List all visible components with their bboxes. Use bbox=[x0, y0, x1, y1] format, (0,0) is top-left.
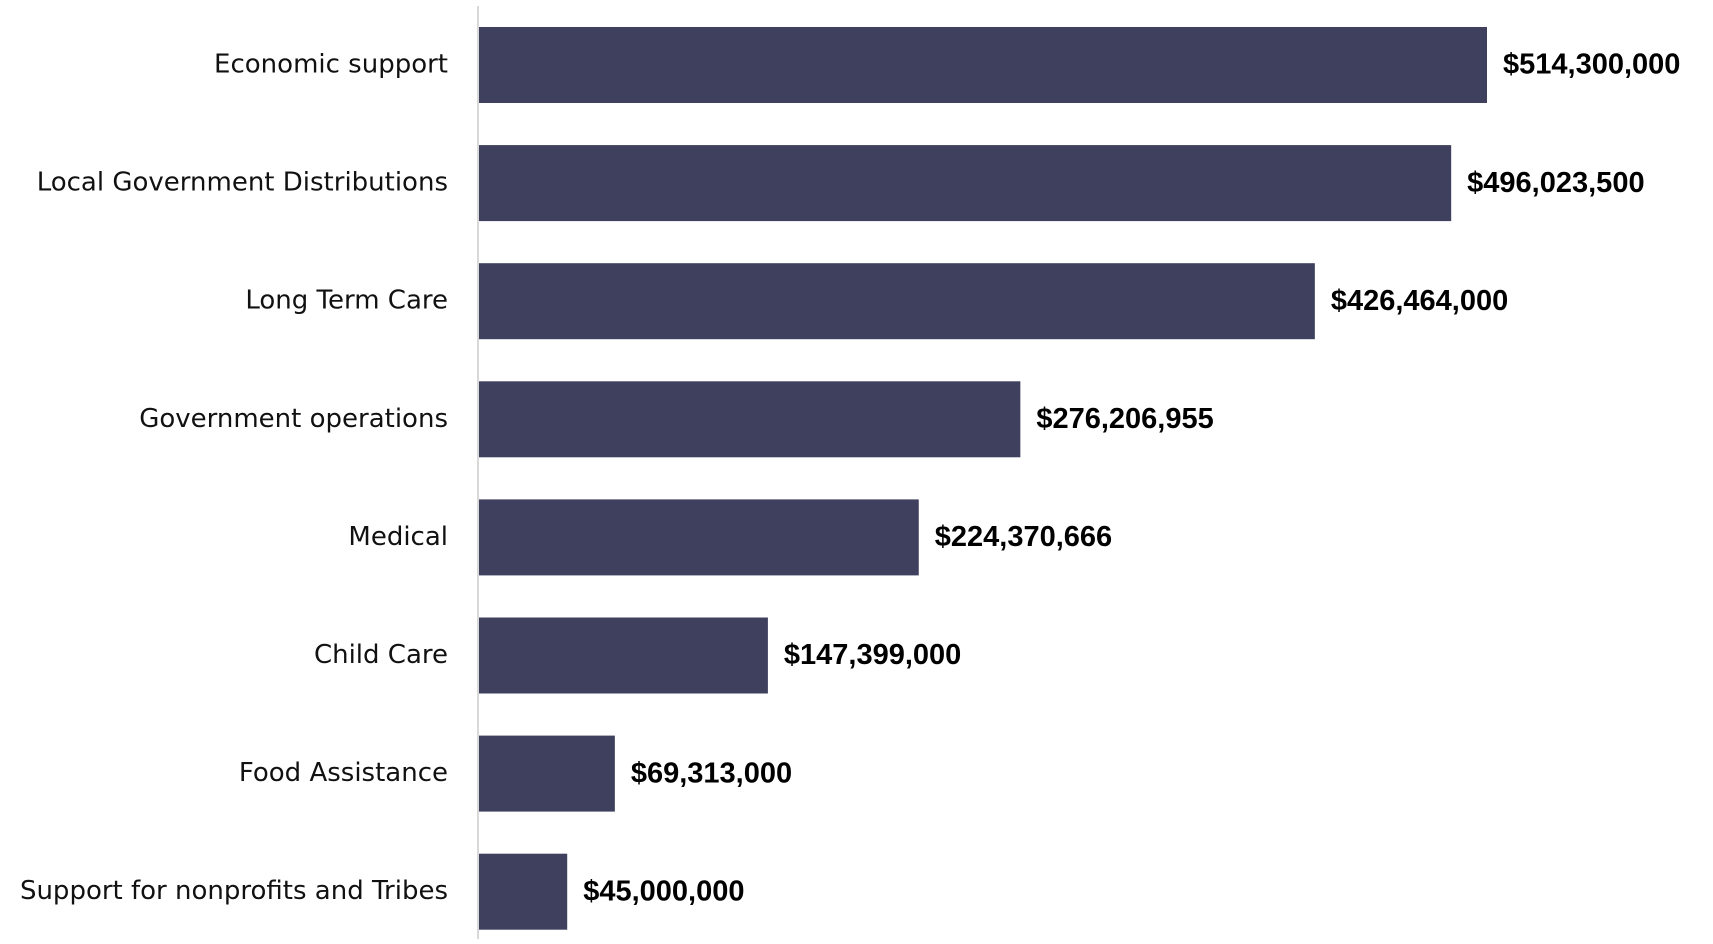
value-label: $224,370,666 bbox=[935, 521, 1112, 553]
bars-group bbox=[479, 27, 1487, 930]
value-label: $426,464,000 bbox=[1331, 285, 1508, 317]
bar bbox=[479, 27, 1487, 103]
category-label: Local Government Distributions bbox=[37, 168, 448, 198]
category-label: Food Assistance bbox=[239, 758, 448, 788]
bar bbox=[479, 617, 768, 694]
bar bbox=[479, 735, 615, 812]
category-label: Support for nonprofits and Tribes bbox=[20, 876, 448, 906]
category-label: Government operations bbox=[139, 404, 448, 434]
category-label: Long Term Care bbox=[245, 286, 448, 316]
bar bbox=[479, 145, 1452, 222]
bar bbox=[479, 263, 1315, 340]
category-labels-group: Economic support Local Government Distrib… bbox=[20, 50, 448, 907]
bar bbox=[479, 381, 1021, 458]
value-label: $69,313,000 bbox=[631, 757, 792, 789]
value-label: $276,206,955 bbox=[1036, 403, 1213, 435]
value-label: $514,300,000 bbox=[1503, 49, 1680, 81]
bar bbox=[479, 853, 568, 930]
value-label: $147,399,000 bbox=[784, 639, 961, 671]
value-label: $496,023,500 bbox=[1467, 167, 1644, 199]
category-label: Economic support bbox=[214, 50, 448, 80]
category-label: Medical bbox=[348, 522, 448, 552]
category-label: Child Care bbox=[314, 640, 448, 670]
value-labels-group: $514,300,000 $496,023,500 $426,464,000 $276… bbox=[583, 49, 1680, 908]
bar bbox=[479, 499, 919, 576]
value-label: $45,000,000 bbox=[583, 875, 744, 907]
